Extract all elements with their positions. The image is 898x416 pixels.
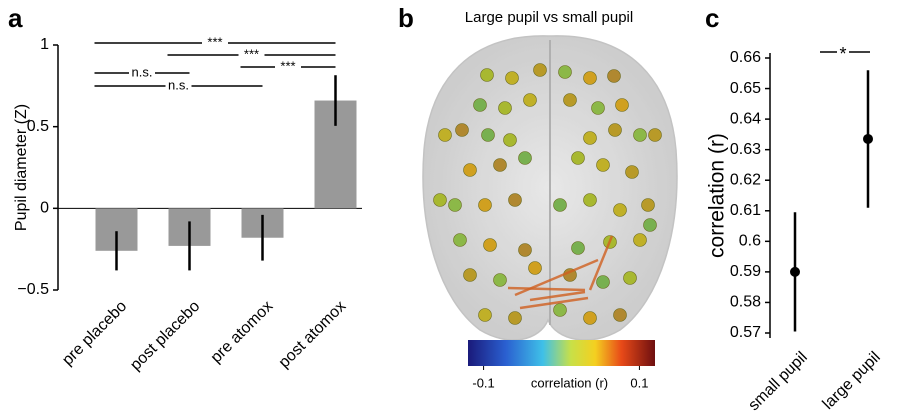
node bbox=[464, 269, 477, 282]
significance-label: n.s. bbox=[132, 64, 153, 79]
y-tick-label: 0 bbox=[40, 200, 49, 217]
node bbox=[499, 102, 512, 115]
y-tick-label: 1 bbox=[40, 36, 49, 53]
x-tick-label: pre atomox bbox=[208, 298, 277, 367]
node bbox=[634, 129, 647, 142]
x-tick-label: small pupil bbox=[745, 349, 810, 414]
significance-label: n.s. bbox=[168, 77, 189, 92]
node bbox=[597, 276, 610, 289]
node bbox=[524, 94, 537, 107]
node bbox=[642, 199, 655, 212]
node bbox=[529, 262, 542, 275]
significance-label: *** bbox=[280, 58, 295, 73]
node bbox=[614, 204, 627, 217]
y-tick-label: 0.58 bbox=[730, 294, 761, 311]
y-axis-label: correlation (r) bbox=[706, 133, 729, 258]
point bbox=[863, 134, 873, 144]
node bbox=[482, 129, 495, 142]
node bbox=[584, 72, 597, 85]
x-tick-label: 0.1 bbox=[630, 375, 648, 390]
significance-label: * bbox=[839, 44, 846, 64]
significance-label: *** bbox=[207, 34, 222, 49]
node bbox=[504, 134, 517, 147]
node bbox=[481, 69, 494, 82]
node bbox=[479, 199, 492, 212]
panel-letter: c bbox=[705, 3, 719, 33]
colorbar-label: correlation (r) bbox=[531, 375, 608, 390]
significance-label: *** bbox=[244, 46, 259, 61]
node bbox=[479, 309, 492, 322]
node bbox=[519, 152, 532, 165]
node bbox=[506, 72, 519, 85]
node bbox=[608, 70, 621, 83]
x-tick-label: -0.1 bbox=[472, 375, 494, 390]
panel-letter: b bbox=[398, 3, 414, 33]
x-tick-label: post atomox bbox=[276, 298, 350, 372]
colorbar bbox=[468, 340, 655, 366]
node bbox=[509, 312, 522, 325]
node bbox=[464, 164, 477, 177]
y-tick-label: 0.63 bbox=[730, 141, 761, 158]
node bbox=[456, 124, 469, 137]
x-tick-label: pre placebo bbox=[59, 298, 130, 369]
node bbox=[626, 166, 639, 179]
node bbox=[494, 159, 507, 172]
panel-letter: a bbox=[8, 3, 23, 33]
node bbox=[597, 159, 610, 172]
node bbox=[614, 309, 627, 322]
brain bbox=[423, 36, 677, 340]
y-tick-label: 0.65 bbox=[730, 80, 761, 97]
node bbox=[559, 66, 572, 79]
node bbox=[584, 312, 597, 325]
y-tick-label: −0.5 bbox=[17, 281, 49, 298]
x-tick-label: post placebo bbox=[127, 298, 203, 374]
y-tick-label: 0.62 bbox=[730, 171, 761, 188]
node bbox=[592, 102, 605, 115]
point bbox=[790, 267, 800, 277]
node bbox=[434, 194, 447, 207]
node bbox=[649, 129, 662, 142]
node bbox=[554, 199, 567, 212]
node bbox=[572, 152, 585, 165]
node bbox=[494, 274, 507, 287]
y-tick-label: 0.6 bbox=[739, 233, 761, 250]
y-tick-label: 0.57 bbox=[730, 324, 761, 341]
node bbox=[439, 129, 452, 142]
node bbox=[534, 64, 547, 77]
y-axis-label: Pupil diameter (Z) bbox=[13, 104, 30, 231]
y-tick-label: 0.59 bbox=[730, 263, 761, 280]
node bbox=[474, 99, 487, 112]
node bbox=[454, 234, 467, 247]
node bbox=[624, 272, 637, 285]
node bbox=[634, 234, 647, 247]
node bbox=[609, 124, 622, 137]
node bbox=[644, 219, 657, 232]
y-tick-label: 0.64 bbox=[730, 110, 761, 127]
chart-title: Large pupil vs small pupil bbox=[465, 9, 633, 26]
node bbox=[554, 304, 567, 317]
node bbox=[584, 132, 597, 145]
node bbox=[484, 239, 497, 252]
node bbox=[572, 242, 585, 255]
node bbox=[519, 244, 532, 257]
node bbox=[564, 94, 577, 107]
node bbox=[449, 199, 462, 212]
y-tick-label: 0.66 bbox=[730, 49, 761, 66]
y-tick-label: 0.61 bbox=[730, 202, 761, 219]
node bbox=[584, 194, 597, 207]
node bbox=[509, 194, 522, 207]
x-tick-label: large pupil bbox=[820, 349, 884, 413]
figure: a b c Large pupil vs small pupil −0.5 0 0.… bbox=[0, 0, 898, 416]
node bbox=[616, 99, 629, 112]
